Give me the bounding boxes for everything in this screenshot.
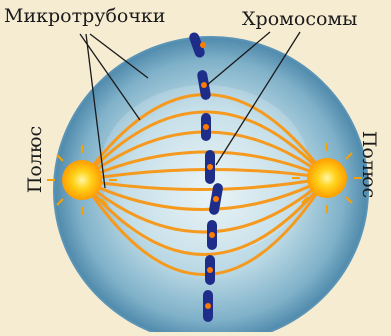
chromosome xyxy=(189,32,205,58)
microtubules-label: Микротрубочки xyxy=(4,5,166,27)
chromo-leader-1 xyxy=(206,31,271,86)
micro-leader-2 xyxy=(89,33,149,79)
micro-leader-3 xyxy=(85,33,106,189)
micro-leader-1 xyxy=(79,33,141,121)
chromo-leader-2 xyxy=(215,31,301,166)
leader-lines xyxy=(79,31,301,189)
spindle-fibers xyxy=(80,93,329,276)
pole-label-right: Полюс xyxy=(358,130,381,199)
pole-right xyxy=(292,143,362,213)
cell-body xyxy=(53,36,369,336)
pole-left xyxy=(47,145,117,215)
pole-label-left: Полюс xyxy=(24,125,47,194)
chromosomes-group xyxy=(189,32,223,322)
chromosomes-label: Хромосомы xyxy=(242,8,358,30)
